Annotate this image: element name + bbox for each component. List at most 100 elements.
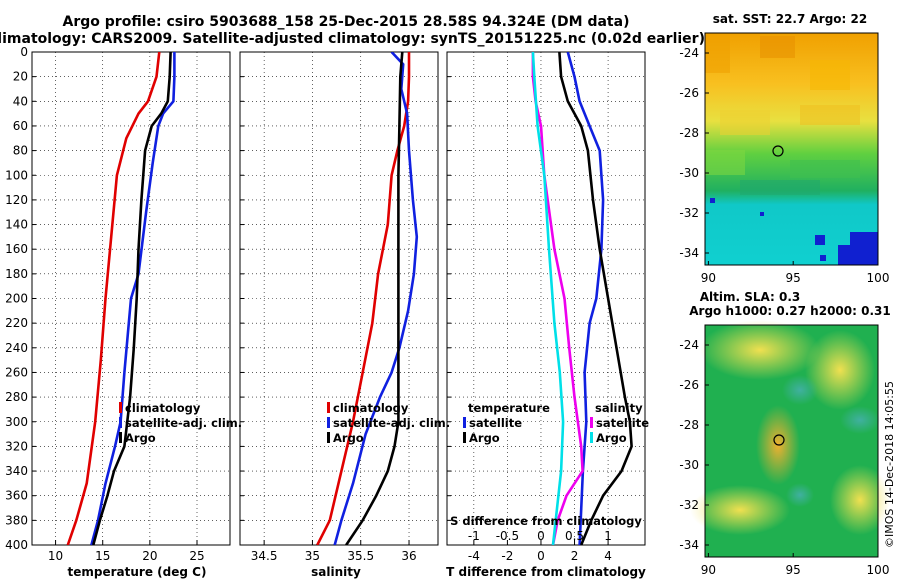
map-y-tick-label: -32 (679, 498, 699, 512)
depth-tick-label: 300 (5, 415, 28, 429)
x-tick-label: 25 (189, 549, 204, 563)
sst-map-title: sat. SST: 22.7 Argo: 22 (713, 12, 867, 26)
header-line2: Climatology: CARS2009. Satellite-adjuste… (0, 31, 705, 47)
depth-tick-label: 80 (13, 144, 28, 158)
sst-map-frame (704, 32, 879, 266)
legend-satellite: satellite-adj. clim. (333, 416, 450, 430)
map-x-tick-label: 100 (867, 563, 890, 577)
map-x-tick-label: 90 (701, 563, 716, 577)
depth-tick-label: 240 (5, 341, 28, 355)
sla-map-texture (690, 320, 890, 535)
x-axes: 10 15 20 25 34.5 35 35.5 36 -4 -2 0 2 4 -1 -0.5 0 0.5 1 (48, 529, 612, 563)
sla-map: Altim. SLA: 0.3 Argo h1000: 0.27 h2000: … (679, 290, 890, 577)
map-x-tick-label: 90 (701, 271, 716, 285)
map-x-tick-label: 100 (867, 271, 890, 285)
difference-x2label: S difference from climatology (450, 514, 642, 528)
grid-layer (32, 51, 645, 546)
depth-tick-label: 400 (5, 538, 28, 552)
legend-s-argo: Argo (596, 431, 627, 445)
legend-climatology: climatology (333, 401, 409, 415)
x2-tick-label: 0.5 (565, 529, 584, 543)
difference-line-t-satellite (566, 52, 605, 545)
depth-tick-label: 180 (5, 267, 28, 281)
sla-map-subtitle: Argo h1000: 0.27 h2000: 0.31 (689, 304, 890, 318)
legend-satellite: satellite-adj. clim. (125, 416, 242, 430)
depth-tick-label: 200 (5, 292, 28, 306)
map-y-tick-label: -32 (679, 206, 699, 220)
map-y-tick-label: -28 (679, 126, 699, 140)
map-y-tick-label: -26 (679, 86, 699, 100)
header-line1: Argo profile: csiro 5903688_158 25-Dec-2… (63, 14, 630, 30)
sst-map: sat. SST: 22.7 Argo: 22 90 95 100 -24 -26 -28… (679, 12, 889, 285)
map-y-tick-label: -30 (679, 166, 699, 180)
temperature-legend: climatology satellite-adj. clim. Argo (119, 401, 242, 445)
x-tick-label: -2 (501, 549, 513, 563)
depth-tick-label: 160 (5, 242, 28, 256)
x-tick-label: 2 (571, 549, 579, 563)
sla-map-title: Altim. SLA: 0.3 (700, 290, 801, 304)
depth-tick-label: 340 (5, 464, 28, 478)
legend-s-satellite: satellite (596, 416, 649, 430)
salinity-line-argo (345, 52, 404, 545)
depth-tick-label: 280 (5, 390, 28, 404)
x-tick-label: -4 (468, 549, 480, 563)
map-x-tick-label: 95 (786, 563, 801, 577)
legend-argo: Argo (333, 431, 364, 445)
depth-tick-label: 360 (5, 489, 28, 503)
legend-swatch-t-satellite (463, 417, 466, 428)
temperature-line-argo (92, 52, 172, 545)
map-x-tick-label: 95 (786, 271, 801, 285)
depth-axis: 0 20 40 60 80 100 120 140 160 180 200 220 240 260 280 3… (5, 45, 451, 552)
depth-tick-label: 100 (5, 168, 28, 182)
sst-map-axes: 90 95 100 -24 -26 -28 -30 -32 -34 (679, 46, 889, 285)
salinity-line-climatology (316, 52, 411, 545)
x-tick-label: 15 (95, 549, 110, 563)
sla-map-axes: 90 95 100 -24 -26 -28 -30 -32 -34 (679, 338, 889, 577)
legend-argo: Argo (125, 431, 156, 445)
difference-legend: temperature satellite Argo salinity sate… (463, 401, 649, 445)
salinity-legend: climatology satellite-adj. clim. Argo (327, 401, 450, 445)
difference-xlabel: T difference from climatology (446, 565, 646, 579)
sla-float-marker (773, 434, 785, 446)
map-y-tick-label: -30 (679, 458, 699, 472)
x-tick-label: 35 (305, 549, 320, 563)
x-tick-label: 20 (142, 549, 157, 563)
depth-tick-label: 0 (20, 45, 28, 59)
sst-map-blue-patches (710, 198, 878, 265)
map-y-tick-label: -24 (679, 338, 699, 352)
legend-swatch-s-satellite (590, 417, 593, 428)
x2-tick-label: -0.5 (496, 529, 519, 543)
legend-title-salinity: salinity (595, 401, 643, 415)
x-tick-label: 36 (401, 549, 416, 563)
depth-tick-label: 120 (5, 193, 28, 207)
sst-map-texture (705, 33, 860, 195)
map-y-tick-label: -24 (679, 46, 699, 60)
legend-swatch-argo (327, 432, 330, 443)
x-tick-label: 34.5 (251, 549, 278, 563)
x-tick-label: 35.5 (347, 549, 374, 563)
depth-tick-label: 380 (5, 513, 28, 527)
series-layer (66, 52, 633, 545)
depth-tick-label: 60 (13, 119, 28, 133)
legend-swatch-t-argo (463, 432, 466, 443)
x2-tick-label: 1 (604, 529, 612, 543)
salinity-series-group (316, 52, 419, 545)
legend-swatch-satellite (119, 417, 122, 428)
depth-tick-label: 40 (13, 94, 28, 108)
legend-swatch-climatology (327, 402, 330, 413)
temperature-xlabel: temperature (deg C) (68, 565, 207, 579)
depth-tick-label: 220 (5, 316, 28, 330)
difference-series-group (531, 52, 633, 545)
map-y-tick-label: -34 (679, 246, 699, 260)
x-tick-label: 10 (48, 549, 63, 563)
depth-tick-label: 260 (5, 365, 28, 379)
temperature-line-climatology (66, 52, 161, 545)
legend-t-argo: Argo (469, 431, 500, 445)
salinity-line-satellite-adj-clim- (333, 52, 419, 545)
legend-swatch-argo (119, 432, 122, 443)
legend-swatch-satellite (327, 417, 330, 428)
difference-line-s-argo (531, 52, 565, 545)
legend-title-temperature: temperature (468, 401, 550, 415)
depth-tick-label: 320 (5, 439, 28, 453)
